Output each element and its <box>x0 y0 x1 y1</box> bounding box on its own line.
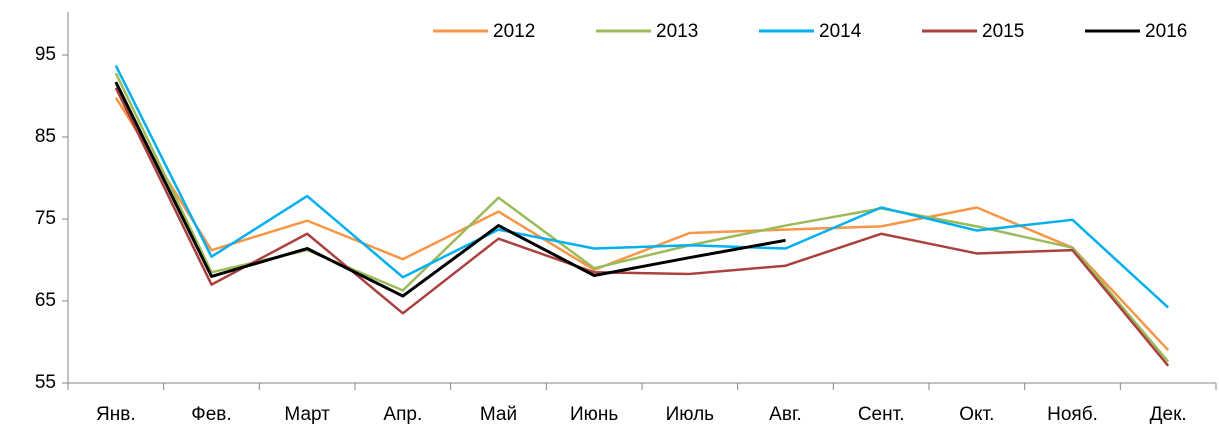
y-tick-label: 95 <box>35 44 56 65</box>
x-tick-label: Янв. <box>96 404 136 425</box>
x-tick-label: Дек. <box>1150 404 1187 425</box>
x-tick-label: Фев. <box>191 404 231 425</box>
legend-label: 2016 <box>1145 21 1187 42</box>
legend-label: 2013 <box>656 21 698 42</box>
legend-label: 2014 <box>819 21 862 42</box>
x-tick-label: Июнь <box>570 404 618 425</box>
series-line <box>114 96 1170 352</box>
x-tick-label: Апр. <box>383 404 422 425</box>
x-tick-label: Март <box>284 404 330 425</box>
legend-label: 2012 <box>493 21 535 42</box>
series-line <box>114 65 1170 309</box>
y-tick-label: 75 <box>35 208 56 229</box>
series-line <box>114 81 786 298</box>
y-tick-label: 55 <box>35 372 56 393</box>
x-tick-label: Нояб. <box>1047 404 1098 425</box>
y-tick-label: 65 <box>35 290 56 311</box>
x-tick-label: Май <box>480 404 517 425</box>
y-tick-label: 85 <box>35 126 56 147</box>
legend-label: 2015 <box>982 21 1024 42</box>
series-line <box>114 87 1170 367</box>
x-tick-label: Окт. <box>959 404 994 425</box>
x-tick-label: Сент. <box>858 404 905 425</box>
x-tick-label: Авг. <box>769 404 802 425</box>
x-tick-label: Июль <box>666 404 715 425</box>
